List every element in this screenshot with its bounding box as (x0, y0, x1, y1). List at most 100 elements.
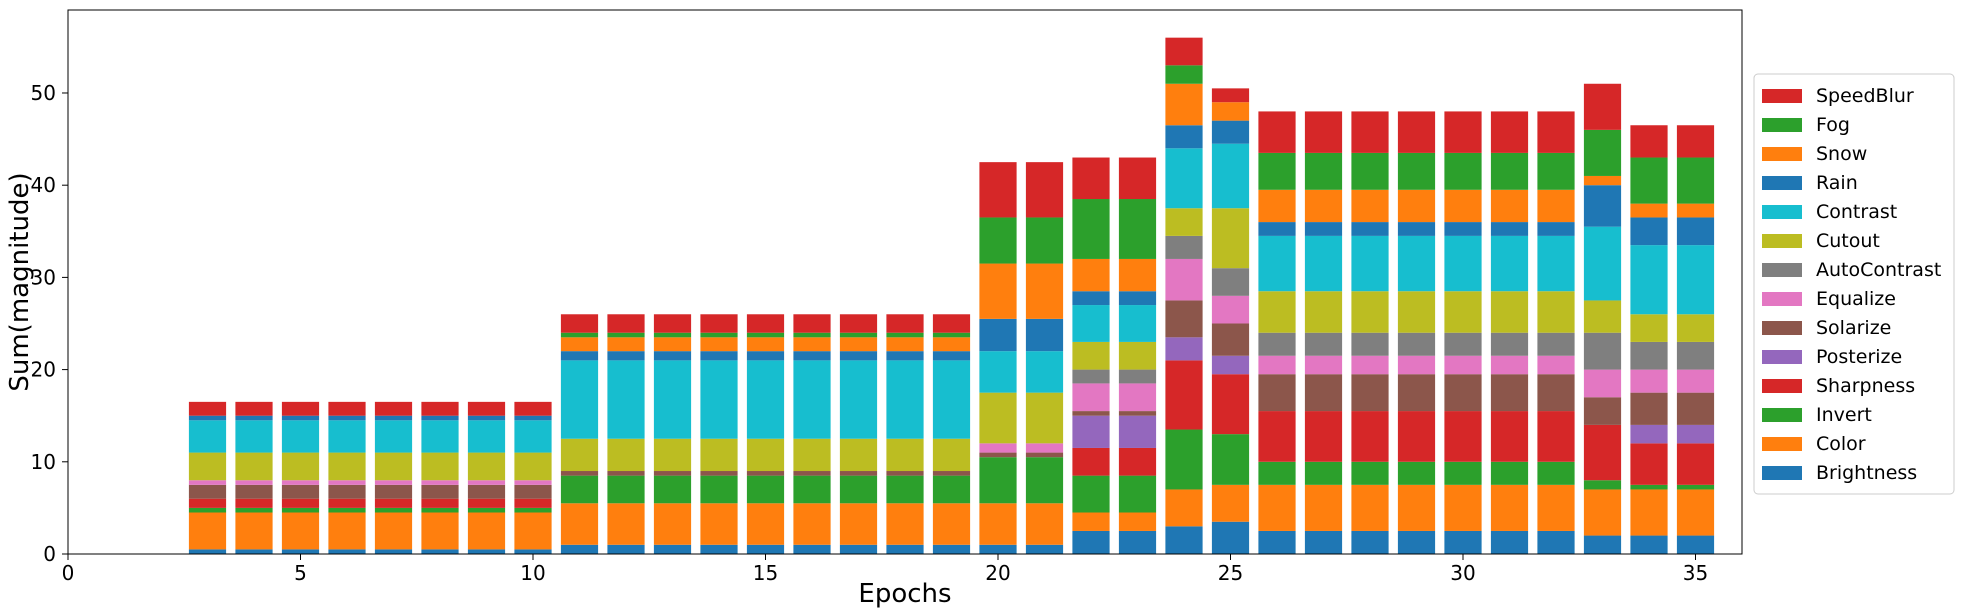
bar-segment-rain-31 (1490, 222, 1529, 236)
bar-segment-invert-14 (700, 475, 738, 504)
legend-label-rain: Rain (1816, 172, 1858, 194)
legend-swatch-contrast (1762, 205, 1802, 219)
bar-segment-rain-14 (700, 351, 738, 361)
bar-segment-cutout-7 (374, 452, 413, 481)
bar-segment-invert-12 (607, 475, 645, 504)
bar-segment-contrast-34 (1630, 245, 1668, 315)
bar-segment-speedblur-18 (886, 314, 924, 333)
bar-segment-cutout-23 (1118, 341, 1157, 370)
bar-segment-solarize-29 (1397, 374, 1436, 412)
x-tick-label: 5 (294, 561, 307, 585)
bar-segment-equalize-32 (1537, 355, 1575, 375)
bar-segment-color-35 (1676, 489, 1715, 536)
bar-segment-equalize-29 (1397, 355, 1436, 375)
bar-segment-solarize-8 (421, 484, 459, 499)
bar-segment-snow-13 (653, 337, 692, 352)
bar-segment-invert-6 (328, 507, 366, 513)
bar-segment-solarize-5 (281, 484, 320, 499)
x-tick-label: 20 (985, 561, 1010, 585)
bar-segment-speedblur-9 (467, 401, 506, 416)
bar-segment-equalize-6 (328, 480, 366, 485)
bar-segment-speedblur-17 (839, 314, 878, 333)
legend-swatch-solarize (1762, 321, 1802, 335)
bar-segment-solarize-15 (746, 471, 785, 476)
bar-segment-invert-17 (839, 475, 878, 504)
bar-segment-cutout-9 (467, 452, 506, 481)
bar-segment-contrast-35 (1676, 245, 1715, 315)
bar-segment-rain-33 (1583, 185, 1622, 227)
bar-segment-color-33 (1583, 489, 1622, 536)
bar-segment-color-21 (1025, 503, 1064, 545)
bar-segment-contrast-23 (1118, 305, 1157, 342)
bar-segment-color-17 (839, 503, 878, 545)
bar-segment-color-28 (1351, 484, 1389, 531)
bar-segment-fog-21 (1025, 217, 1064, 264)
bar-segment-fog-29 (1397, 152, 1436, 190)
bar-segment-color-5 (281, 512, 320, 550)
bar-segment-solarize-12 (607, 471, 645, 476)
bar-segment-cutout-6 (328, 452, 366, 481)
bar-segment-color-25 (1211, 484, 1250, 522)
bar-segment-solarize-24 (1165, 300, 1203, 338)
bar-segment-equalize-27 (1304, 355, 1343, 375)
bar-segment-solarize-10 (514, 484, 552, 499)
legend-swatch-sharpness (1762, 379, 1802, 393)
bar-segment-speedblur-6 (328, 401, 366, 416)
bar-segment-color-22 (1072, 512, 1110, 531)
bar-segment-fog-30 (1444, 152, 1482, 190)
bar-segment-brightness-15 (746, 544, 785, 554)
bar-segment-autocontrast-34 (1630, 341, 1668, 370)
bar-segment-invert-15 (746, 475, 785, 504)
bar-segment-rain-30 (1444, 222, 1482, 236)
bar-segment-color-7 (374, 512, 413, 550)
bar-segment-solarize-19 (932, 471, 971, 476)
legend-swatch-posterize (1762, 350, 1802, 364)
bar-segment-solarize-13 (653, 471, 692, 476)
bar-segment-speedblur-25 (1211, 88, 1250, 103)
bar-segment-equalize-10 (514, 480, 552, 485)
bar-segment-posterize-22 (1072, 415, 1110, 448)
bar-segment-brightness-21 (1025, 544, 1064, 554)
bar-segment-brightness-27 (1304, 530, 1343, 554)
bar-segment-cutout-18 (886, 438, 924, 472)
bar-segment-color-9 (467, 512, 506, 550)
bar-segment-color-31 (1490, 484, 1529, 531)
bar-segment-sharpness-22 (1072, 447, 1110, 476)
bar-segment-autocontrast-32 (1537, 332, 1575, 356)
bar-segment-invert-34 (1630, 484, 1668, 490)
bar-segment-autocontrast-25 (1211, 268, 1250, 296)
bar-segment-equalize-4 (235, 480, 273, 485)
bar-segment-color-16 (793, 503, 831, 545)
x-tick-label: 0 (62, 561, 75, 585)
bar-segment-speedblur-23 (1118, 157, 1157, 200)
bar-segment-snow-27 (1304, 189, 1343, 223)
bar-segment-contrast-17 (839, 360, 878, 439)
bar-segment-invert-19 (932, 475, 971, 504)
bar-segment-invert-30 (1444, 461, 1482, 485)
bar-segment-solarize-32 (1537, 374, 1575, 412)
bar-segment-contrast-16 (793, 360, 831, 439)
bar-segment-color-10 (514, 512, 552, 550)
bar-segment-contrast-30 (1444, 235, 1482, 292)
bar-segment-invert-20 (979, 457, 1017, 504)
bar-segment-sharpness-7 (374, 498, 413, 508)
bar-segment-cutout-27 (1304, 291, 1343, 333)
y-tick-label: 10 (31, 450, 56, 474)
bar-segment-posterize-35 (1676, 424, 1715, 444)
bar-segment-fog-13 (653, 332, 692, 338)
bar-segment-brightness-4 (235, 549, 273, 554)
bar-segment-rain-11 (560, 351, 599, 361)
bar-segment-color-12 (607, 503, 645, 545)
bar-segment-invert-9 (467, 507, 506, 513)
bar-segment-color-18 (886, 503, 924, 545)
bar-segment-brightness-14 (700, 544, 738, 554)
bar-segment-color-3 (188, 512, 227, 550)
bar-segment-brightness-16 (793, 544, 831, 554)
bar-segment-cutout-8 (421, 452, 459, 481)
bar-segment-contrast-27 (1304, 235, 1343, 292)
bar-segment-invert-4 (235, 507, 273, 513)
bar-segment-brightness-3 (188, 549, 227, 554)
bar-segment-speedblur-16 (793, 314, 831, 333)
legend-label-solarize: Solarize (1816, 317, 1891, 339)
bar-segment-cutout-3 (188, 452, 227, 481)
